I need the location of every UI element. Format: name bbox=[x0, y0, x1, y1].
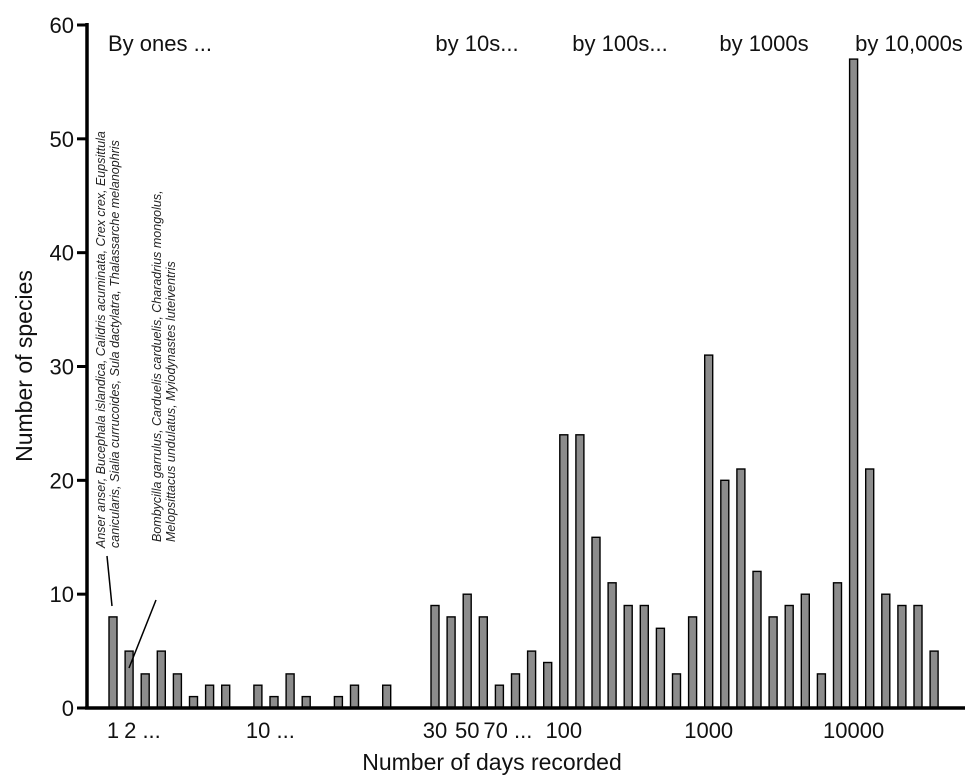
x-tick-label: 10 ... bbox=[246, 718, 295, 743]
bar bbox=[768, 616, 778, 709]
bar bbox=[913, 604, 923, 709]
annotation-leader bbox=[128, 599, 157, 669]
bar bbox=[446, 616, 456, 709]
bar bbox=[140, 673, 150, 709]
bar bbox=[510, 673, 521, 709]
bar bbox=[784, 604, 794, 709]
bar bbox=[478, 616, 488, 709]
bar bbox=[639, 604, 649, 709]
group-label: By ones ... bbox=[108, 31, 212, 56]
bar bbox=[172, 673, 183, 709]
group-label: by 10,000s bbox=[855, 31, 963, 56]
bar bbox=[687, 616, 698, 709]
x-tick-label: 2 ... bbox=[124, 718, 161, 743]
bar bbox=[349, 684, 360, 709]
annotation-leader bbox=[106, 555, 113, 607]
bar bbox=[494, 684, 505, 709]
bar bbox=[156, 650, 167, 709]
bar bbox=[543, 661, 553, 709]
bar bbox=[671, 673, 682, 709]
x-tick-label: 50 bbox=[455, 718, 479, 743]
y-tick-label: 20 bbox=[50, 468, 74, 493]
bar bbox=[929, 650, 939, 709]
bars-group bbox=[108, 58, 939, 709]
bar bbox=[204, 684, 215, 709]
bar bbox=[382, 684, 392, 709]
bar bbox=[623, 604, 633, 709]
bar bbox=[881, 593, 891, 709]
species-annotation-line: Melopsittacus undulatus, Myiodynastes lu… bbox=[164, 261, 178, 542]
x-tick-label: 1 bbox=[107, 718, 119, 743]
x-tick-label: 10000 bbox=[823, 718, 884, 743]
species-annotation: Anser anser, Bucephala islandica, Calidr… bbox=[94, 131, 122, 549]
bar bbox=[736, 468, 746, 709]
x-tick-label: 100 bbox=[545, 718, 582, 743]
bar bbox=[108, 616, 118, 709]
x-tick-label: 1000 bbox=[684, 718, 733, 743]
bar bbox=[430, 604, 440, 709]
group-labels: By ones ... by 10s... by 100s... by 1000s by… bbox=[108, 31, 963, 56]
species-annotation-line: Anser anser, Bucephala islandica, Calidr… bbox=[94, 131, 108, 549]
x-axis-title: Number of days recorded bbox=[362, 749, 622, 775]
y-axis-title: Number of species bbox=[11, 270, 37, 462]
species-annotation-line: canicularis, Sialia currucoides, Sula da… bbox=[108, 140, 122, 548]
species-annotation-line: Bombycilla garrulus, Carduelis carduelis… bbox=[150, 190, 164, 542]
y-ticks-group: 0 10 20 30 40 50 60 bbox=[50, 13, 87, 721]
bar bbox=[575, 434, 585, 709]
bar bbox=[655, 627, 666, 709]
bar bbox=[897, 604, 907, 709]
bar bbox=[800, 593, 810, 709]
group-label: by 100s... bbox=[572, 31, 667, 56]
y-tick-label: 40 bbox=[50, 241, 74, 266]
x-tick-label: 70 ... bbox=[483, 718, 532, 743]
y-tick-label: 30 bbox=[50, 355, 74, 380]
group-label: by 10s... bbox=[435, 31, 518, 56]
bar bbox=[526, 650, 537, 709]
bar bbox=[285, 673, 295, 709]
bar bbox=[816, 673, 827, 709]
bar bbox=[752, 570, 762, 709]
bar bbox=[253, 684, 263, 709]
y-tick-label: 50 bbox=[50, 127, 74, 152]
bar bbox=[591, 536, 601, 709]
bar bbox=[865, 468, 875, 709]
y-tick-label: 0 bbox=[62, 696, 74, 721]
y-tick-label: 60 bbox=[50, 13, 74, 38]
bar bbox=[220, 684, 231, 709]
bar bbox=[832, 582, 843, 709]
annotations-group: Anser anser, Bucephala islandica, Calidr… bbox=[94, 131, 178, 669]
bar bbox=[704, 354, 714, 709]
species-annotation: Bombycilla garrulus, Carduelis carduelis… bbox=[150, 190, 178, 542]
x-tick-label: 30 bbox=[423, 718, 447, 743]
group-label: by 1000s bbox=[719, 31, 808, 56]
bar bbox=[607, 582, 617, 709]
bar bbox=[848, 58, 859, 709]
bar bbox=[559, 434, 569, 709]
y-tick-label: 10 bbox=[50, 582, 74, 607]
bar bbox=[720, 479, 730, 709]
bar bbox=[462, 593, 472, 709]
